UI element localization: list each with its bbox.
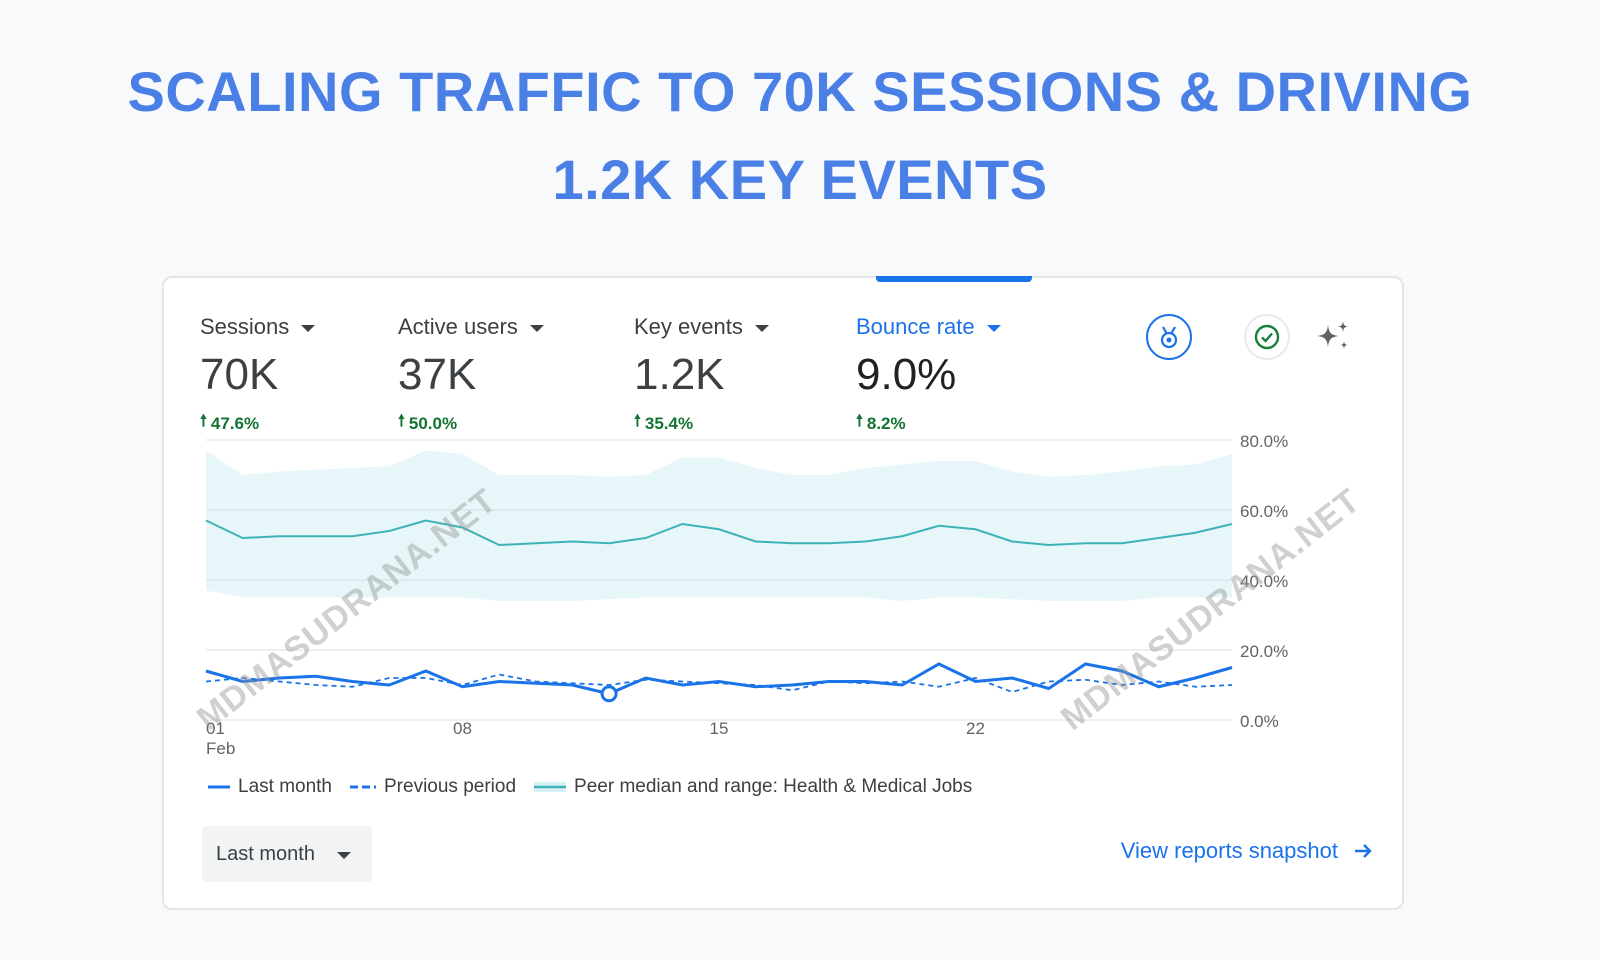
legend-last-month: Last month [208,776,332,798]
arrow-up-icon: 🠕 [634,413,641,430]
sparkle-icon[interactable] [1310,314,1356,360]
metric-active-users-change-value: 50.0% [408,413,458,433]
metric-active-users-dropdown[interactable]: Active users [398,314,544,340]
page-headline: SCALING TRAFFIC TO 70K SESSIONS & DRIVIN… [0,48,1600,224]
metric-bounce-rate-change-value: 8.2% [866,413,906,433]
x-tick-label: 22 [966,719,985,738]
arrow-up-icon: 🠕 [398,413,405,430]
metric-sessions-label: Sessions [200,314,290,339]
chevron-down-icon [754,324,769,332]
check-circle-icon-graphic [1254,324,1280,350]
metric-bounce-rate-change: 🠕 8.2% [856,410,1001,437]
selected-tab-indicator [876,276,1032,282]
analytics-card: Sessions 70K 🠕 47.6% Active users 37K 🠕 … [162,276,1404,910]
arrow-up-icon: 🠕 [200,413,207,430]
benchmark-icon[interactable] [1146,314,1192,360]
metric-active-users-value: 37K [398,350,477,399]
benchmark-icon-graphic [1160,326,1178,349]
highlighted-point [600,685,618,703]
peer-range-band [206,450,1232,601]
legend-last-month-label: Last month [238,776,332,797]
metric-key-events-value: 1.2K [634,350,725,399]
arrow-up-icon: 🠕 [856,413,863,430]
legend-peer-label: Peer median and range: Health & Medical … [574,776,973,797]
chevron-down-icon [301,324,316,332]
date-range-select[interactable]: Last month [202,826,372,882]
view-reports-snapshot-link[interactable]: View reports snapshot [1121,838,1374,864]
metric-key-events-label: Key events [634,314,743,339]
metric-active-users-change: 🠕 50.0% [398,410,544,437]
legend-band-icon [534,782,567,792]
metric-key-events-change: 🠕 35.4% [634,410,769,437]
metric-sessions[interactable]: Sessions 70K 🠕 47.6% [200,314,316,437]
metric-sessions-value: 70K [200,350,279,399]
metric-sessions-change-value: 47.6% [210,413,260,433]
x-tick-label: 15 [710,719,729,738]
metric-bounce-rate-dropdown[interactable]: Bounce rate [856,314,1001,340]
x-tick-sublabel: Feb [206,739,235,758]
date-range-value: Last month [216,842,315,865]
check-circle-icon[interactable] [1244,314,1290,360]
x-tick-label: 08 [453,719,472,738]
metric-active-users-label: Active users [398,314,518,339]
last-month-line [205,662,1233,696]
y-tick-label: 20.0% [1240,642,1288,661]
headline-line-2: 1.2K KEY EVENTS [552,148,1048,211]
metric-active-users[interactable]: Active users 37K 🠕 50.0% [398,314,544,437]
view-reports-snapshot-label: View reports snapshot [1120,838,1338,863]
metric-bounce-rate-value: 9.0% [856,350,957,399]
metric-sessions-dropdown[interactable]: Sessions [200,314,316,340]
x-tick-label: 01 [206,719,225,738]
headline-line-1: SCALING TRAFFIC TO 70K SESSIONS & DRIVIN… [127,60,1473,123]
chevron-down-icon [986,324,1001,332]
legend-peer: Peer median and range: Health & Medical … [534,776,972,798]
chevron-down-icon [529,324,544,332]
arrow-right-icon [1355,844,1372,858]
metric-key-events[interactable]: Key events 1.2K 🠕 35.4% [634,314,769,437]
metric-key-events-change-value: 35.4% [644,413,694,433]
y-tick-label: 60.0% [1240,502,1288,521]
y-tick-label: 40.0% [1240,572,1288,591]
peer-median-line [205,519,1233,547]
sparkle-icon-graphic [1317,321,1348,349]
chart-legend: Last month Previous period Peer median a… [208,776,978,798]
legend-previous-period-label: Previous period [384,776,517,797]
legend-dashed-line-icon [350,785,376,789]
chevron-down-icon [336,851,351,859]
legend-solid-line-icon [208,785,230,789]
metric-sessions-change: 🠕 47.6% [200,410,315,437]
metric-key-events-dropdown[interactable]: Key events [634,314,769,340]
metric-bounce-rate[interactable]: Bounce rate 9.0% 🠕 8.2% [856,314,1001,437]
y-tick-label: 80.0% [1240,432,1288,451]
y-tick-label: 0.0% [1240,712,1279,731]
metric-bounce-rate-label: Bounce rate [856,314,975,339]
legend-previous-period: Previous period [350,776,516,798]
